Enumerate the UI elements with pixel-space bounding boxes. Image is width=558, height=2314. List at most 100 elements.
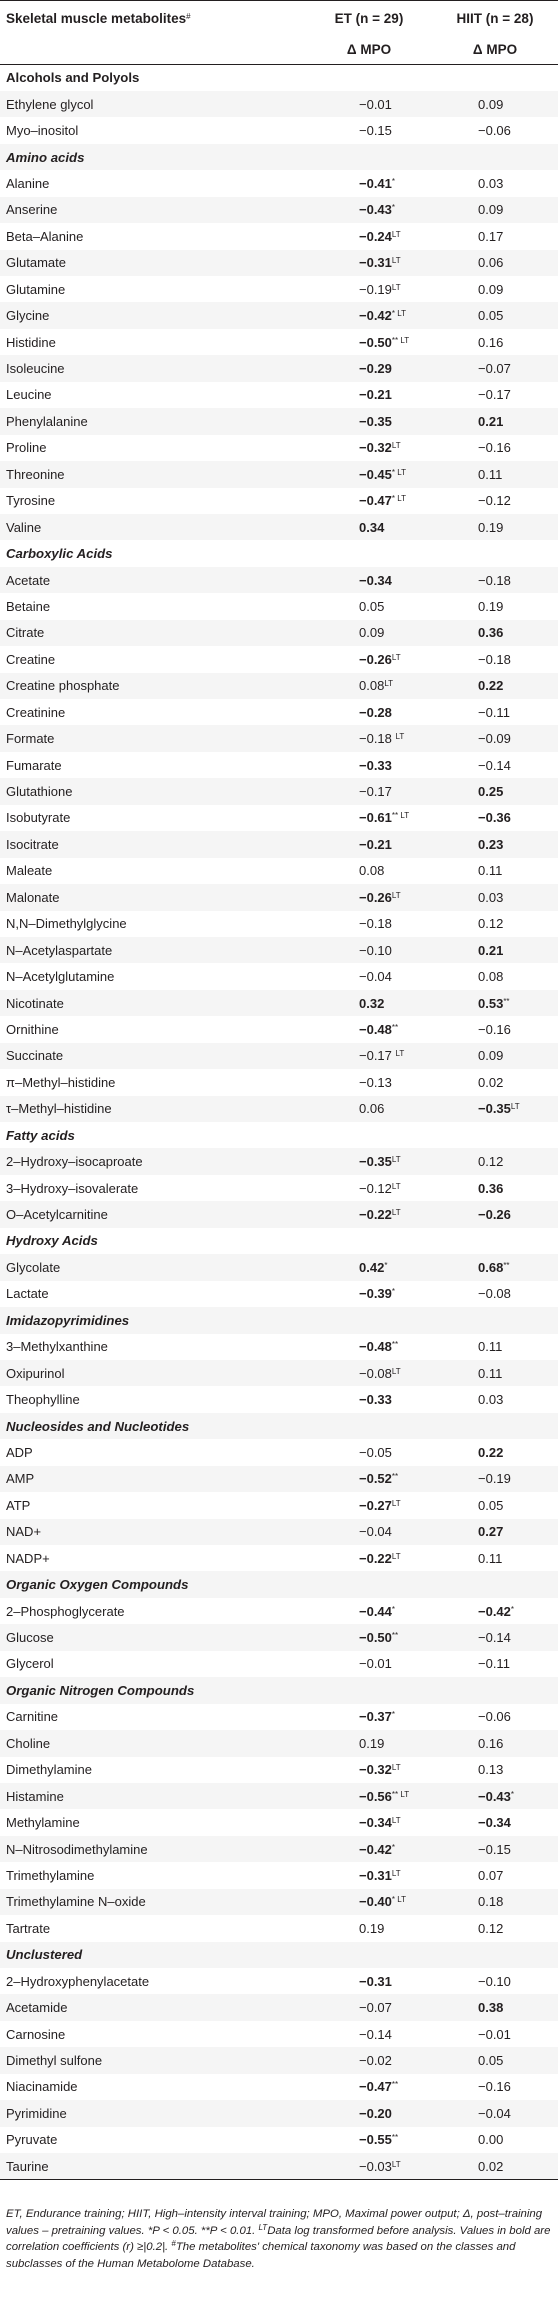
metabolite-name: 2–Hydroxy–isocaproate	[6, 1154, 143, 1170]
header-blank	[0, 35, 306, 65]
value-text: −0.16	[478, 440, 511, 456]
significance-mark: LT	[391, 1763, 401, 1773]
value-text: 0.11	[478, 863, 503, 879]
value-text: −0.40	[359, 1894, 392, 1910]
hiit-value: 0.09	[432, 1043, 558, 1069]
et-value: −0.13	[306, 1069, 432, 1095]
metabolite-name: Lactate	[6, 1286, 49, 1302]
value-text: −0.02	[359, 2053, 392, 2069]
table-row: Trimethylamine N–oxide −0.40* LT 0.18	[0, 1888, 558, 1916]
value-text: −0.33	[359, 757, 392, 773]
table-row: N–Acetylglutamine −0.04 0.08	[0, 963, 558, 990]
metabolite-name: N–Acetylaspartate	[6, 942, 113, 958]
value-text: 0.09	[478, 281, 504, 297]
table-body: Alcohols and Polyols Ethylene glycol −0.01…	[0, 64, 558, 2180]
et-value: −0.43*	[306, 197, 432, 223]
table-row: N–Nitrosodimethylamine −0.42* −0.15	[0, 1835, 558, 1863]
value-text: 0.11	[478, 1550, 503, 1566]
metabolite-name: Glucose	[6, 1630, 54, 1646]
metabolite-name: Carnosine	[6, 2026, 66, 2042]
metabolite-name: AMP	[6, 1471, 35, 1487]
value-text: −0.22	[359, 1550, 392, 1566]
hiit-value: −0.01	[432, 2021, 558, 2047]
table-row: Taurine −0.03LT 0.02	[0, 2153, 558, 2180]
hiit-value: 0.03	[432, 1386, 558, 1412]
value-text: 0.34	[359, 519, 385, 535]
table-row: Pyruvate −0.55** 0.00	[0, 2126, 558, 2154]
value-text: −0.26	[359, 889, 392, 905]
et-value: −0.32LT	[306, 1757, 432, 1783]
section-row: Organic Oxygen Compounds	[0, 1571, 558, 1598]
value-text: −0.36	[478, 810, 511, 826]
value-text: 0.05	[478, 2053, 504, 2069]
value-text: 0.02	[478, 2158, 504, 2174]
et-value: −0.26LT	[306, 884, 432, 910]
hiit-value: 0.16	[432, 1730, 558, 1756]
et-value: 0.19	[306, 1915, 432, 1941]
et-value: −0.42*	[306, 1836, 432, 1862]
value-text: 0.19	[359, 1735, 385, 1751]
value-text: 0.02	[478, 1074, 504, 1090]
hiit-value: 0.38	[432, 1994, 558, 2020]
et-value: −0.21	[306, 382, 432, 408]
metabolite-name: Isobutyrate	[6, 810, 71, 826]
value-text: 0.09	[478, 96, 504, 112]
hiit-value: −0.34	[432, 1809, 558, 1835]
value-text: −0.05	[359, 1444, 392, 1460]
table-row: 2–Phosphoglycerate −0.44* −0.42*	[0, 1597, 558, 1625]
metabolite-name: Myo–inositol	[6, 123, 79, 139]
significance-mark: LT	[391, 1816, 401, 1826]
metabolite-name: Citrate	[6, 625, 45, 641]
header-hiit-sub: Δ MPO	[472, 42, 518, 57]
significance-mark: LT	[391, 890, 401, 900]
et-value: −0.42* LT	[306, 302, 432, 328]
significance-mark: *	[384, 1260, 388, 1270]
value-text: −0.04	[359, 969, 392, 985]
hiit-value: −0.14	[432, 752, 558, 778]
et-value: −0.48**	[306, 1334, 432, 1360]
value-text: −0.29	[359, 361, 392, 377]
value-text: −0.50	[359, 334, 392, 350]
value-text: −0.14	[478, 1630, 511, 1646]
et-value: −0.21	[306, 831, 432, 857]
value-text: −0.01	[478, 2026, 511, 2042]
et-value: −0.03LT	[306, 2153, 432, 2179]
significance-mark: ** LT	[391, 1789, 410, 1799]
table-row: Niacinamide −0.47** −0.16	[0, 2073, 558, 2101]
value-text: −0.26	[478, 1207, 511, 1223]
value-text: 0.21	[478, 413, 504, 429]
et-value: −0.47**	[306, 2074, 432, 2100]
value-text: 0.12	[478, 1920, 504, 1936]
value-text: 0.38	[478, 2000, 504, 2016]
metabolite-name: Acetamide	[6, 2000, 68, 2016]
significance-mark: *	[391, 1604, 396, 1614]
table-row: Glutamate −0.31LT 0.06	[0, 249, 558, 276]
table-row: Creatine −0.26LT −0.18	[0, 646, 558, 673]
hiit-value: 0.11	[432, 1334, 558, 1360]
value-text: 0.42	[359, 1259, 385, 1275]
section-heading: Hydroxy Acids	[6, 1233, 98, 1249]
significance-mark: * LT	[391, 309, 406, 319]
metabolite-name: Succinate	[6, 1048, 64, 1064]
hiit-value: 0.05	[432, 2047, 558, 2073]
et-value: −0.31LT	[306, 1862, 432, 1888]
metabolite-name: Leucine	[6, 387, 52, 403]
value-text: 0.12	[478, 916, 504, 932]
value-text: −0.47	[359, 493, 392, 509]
value-text: −0.26	[359, 651, 392, 667]
et-value: 0.19	[306, 1730, 432, 1756]
table-row: Malonate −0.26LT 0.03	[0, 884, 558, 911]
et-value: −0.20	[306, 2100, 432, 2126]
et-value: 0.06	[306, 1096, 432, 1122]
metabolite-name: Dimethylamine	[6, 1762, 92, 1778]
value-text: −0.31	[359, 1973, 392, 1989]
hiit-value: 0.25	[432, 778, 558, 804]
value-text: 0.11	[478, 466, 503, 482]
section-heading: Fatty acids	[6, 1127, 75, 1143]
value-text: 0.32	[359, 995, 385, 1011]
value-text: −0.42	[478, 1603, 511, 1619]
table-row: Acetate −0.34 −0.18	[0, 566, 558, 594]
table-row: Carnitine −0.37* −0.06	[0, 1703, 558, 1731]
metabolite-name: Glutathione	[6, 784, 73, 800]
et-value: −0.24LT	[306, 223, 432, 249]
